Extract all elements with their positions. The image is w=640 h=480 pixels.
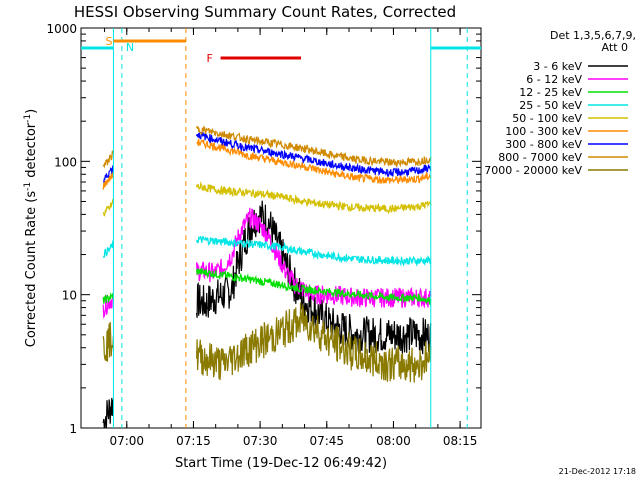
plot-frame xyxy=(80,27,482,429)
series-4 xyxy=(102,181,432,217)
series-4-segment-1 xyxy=(196,181,432,215)
interval-markers: S N F xyxy=(81,28,481,428)
x-tick-label-0: 07:00 xyxy=(109,434,144,448)
series-3-segment-0 xyxy=(102,239,114,259)
x-axis-label: Start Time (19-Dec-12 06:49:42) xyxy=(175,456,387,471)
series-3 xyxy=(102,235,432,267)
series-8-segment-1 xyxy=(196,302,432,383)
x-tick-label-1: 07:15 xyxy=(176,434,211,448)
legend-header-line-2: Att 0 xyxy=(602,41,628,54)
series-2 xyxy=(102,268,432,306)
series-7-segment-0 xyxy=(102,149,114,169)
series-7-segment-1 xyxy=(196,125,432,168)
series-8-segment-0 xyxy=(102,321,114,362)
series-6-segment-0 xyxy=(102,165,114,183)
series-5-segment-0 xyxy=(102,170,114,190)
series-3-segment-1 xyxy=(196,235,432,267)
y-tick-label-3: 1000 xyxy=(46,22,77,36)
legend-label-4: 50 - 100 keV xyxy=(512,112,582,125)
series-8 xyxy=(102,302,432,383)
x-tick-label-2: 07:30 xyxy=(243,434,278,448)
series-6-segment-1 xyxy=(196,131,432,178)
series-5 xyxy=(102,138,432,190)
legend-label-8: 7000 - 20000 keV xyxy=(484,164,582,177)
series-2-segment-0 xyxy=(102,292,114,304)
legend-label-7: 800 - 7000 keV xyxy=(498,151,582,164)
y-tick-label-1: 10 xyxy=(62,289,77,303)
chart-title: HESSI Observing Summary Count Rates, Cor… xyxy=(74,3,456,21)
y-tick-label-0: 1 xyxy=(69,422,77,436)
series-6 xyxy=(102,131,432,183)
plot-area xyxy=(102,125,432,428)
y-tick-label-2: 100 xyxy=(54,155,77,169)
series-4-segment-0 xyxy=(102,198,114,217)
date-stamp: 21-Dec-2012 17:18 xyxy=(559,467,636,476)
legend-label-2: 12 - 25 keV xyxy=(519,86,582,99)
x-tick-label-3: 07:45 xyxy=(309,434,344,448)
series-5-segment-1 xyxy=(196,138,432,185)
series-lines xyxy=(102,125,432,428)
axes: 07:00 07:15 07:30 07:45 08:00 08:15 1 10 100 1000 xyxy=(46,22,481,448)
legend-label-3: 25 - 50 keV xyxy=(519,99,582,112)
flare-label: F xyxy=(207,52,213,65)
legend-label-1: 6 - 12 keV xyxy=(526,73,582,86)
x-tick-label-5: 08:15 xyxy=(443,434,478,448)
y-axis-label: Corrected Count Rate (s-1 detector-1) xyxy=(23,109,39,347)
legend-label-6: 300 - 800 keV xyxy=(505,138,582,151)
series-2-segment-1 xyxy=(196,268,432,306)
series-7 xyxy=(102,125,432,169)
legend-label-0: 3 - 6 keV xyxy=(533,60,582,73)
legend-header-line-1: Det 1,3,5,6,7,9, xyxy=(550,29,636,42)
saa-label: S xyxy=(105,35,112,48)
x-tick-label-4: 08:00 xyxy=(376,434,411,448)
night-label: N xyxy=(126,41,134,54)
legend-label-5: 100 - 300 keV xyxy=(505,125,582,138)
